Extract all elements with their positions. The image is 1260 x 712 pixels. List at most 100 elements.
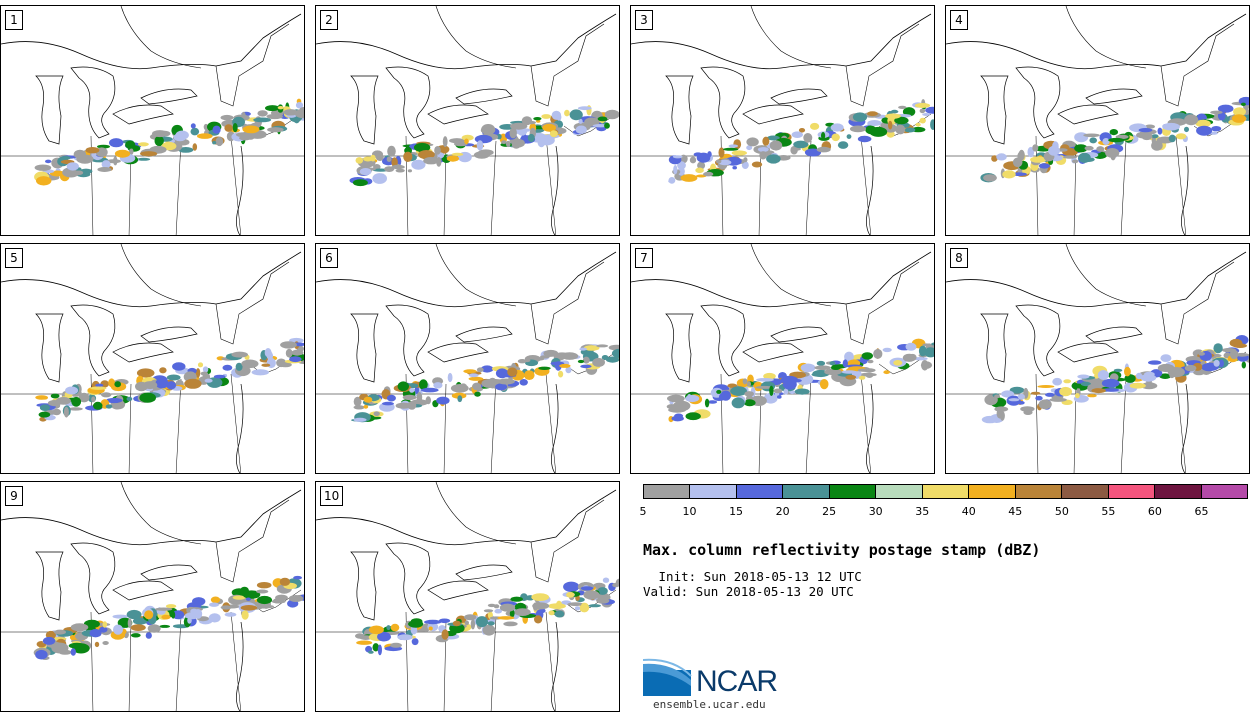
reflectivity-cell [1196, 125, 1213, 136]
reflectivity-cell [202, 366, 209, 373]
reflectivity-cell [416, 392, 423, 403]
reflectivity-cell [577, 106, 592, 111]
reflectivity-cell [1238, 96, 1249, 106]
member-number-label: 1 [5, 10, 23, 30]
reflectivity-cell [542, 123, 557, 132]
reflectivity-cell [125, 140, 136, 149]
reflectivity-cell [386, 156, 392, 162]
reflectivity-cell [481, 124, 496, 135]
reflectivity-cell [531, 593, 550, 601]
reflectivity-cell [703, 171, 714, 177]
reflectivity-cell [42, 636, 56, 645]
reflectivity-cell [602, 577, 610, 583]
reflectivity-cell [464, 614, 477, 621]
reflectivity-cell [419, 379, 428, 390]
reflectivity-cell [395, 168, 405, 173]
reflectivity-cell [407, 169, 412, 173]
colorbar-tick-label: 5 [639, 505, 647, 518]
reflectivity-cell [981, 415, 998, 424]
reflectivity-cell [488, 377, 497, 389]
reflectivity-cell [76, 154, 94, 164]
reflectivity-cell [857, 135, 872, 143]
reflectivity-cell [604, 109, 619, 120]
reflectivity-cell [580, 586, 594, 591]
reflectivity-cell [353, 396, 362, 407]
reflectivity-cell [382, 401, 394, 406]
reflectivity-cell [723, 147, 739, 151]
reflectivity-cell [436, 396, 450, 405]
reflectivity-cell [505, 140, 511, 148]
reflectivity-cell [113, 624, 123, 635]
reflectivity-cell [1217, 104, 1234, 113]
reflectivity-cell [885, 113, 901, 119]
reflectivity-cell [130, 633, 141, 638]
reflectivity-cell [767, 135, 780, 141]
reflectivity-cell [139, 392, 156, 403]
reflectivity-cell [561, 352, 579, 360]
reflectivity-cell [707, 400, 718, 404]
colorbar-swatch [1015, 485, 1063, 498]
reflectivity-cell [1211, 126, 1222, 132]
reflectivity-cell [556, 600, 562, 610]
map-canvas [946, 6, 1249, 235]
reflectivity-cell [114, 381, 121, 388]
reflectivity-cell [159, 624, 171, 628]
reflectivity-cell [1141, 132, 1153, 141]
reflectivity-cell [144, 610, 154, 620]
stamp-panel-2: 2 [315, 5, 620, 236]
reflectivity-cell [105, 404, 113, 409]
colorbar-swatch [1155, 485, 1202, 498]
init-time: Init: Sun 2018-05-13 12 UTC [651, 569, 862, 584]
map-canvas [1, 482, 304, 711]
reflectivity-cell [849, 125, 867, 133]
reflectivity-cell [564, 109, 570, 117]
reflectivity-cell [527, 133, 535, 143]
reflectivity-cell [127, 618, 132, 629]
colorbar-swatch [876, 485, 923, 498]
reflectivity-cell [565, 366, 572, 374]
reflectivity-cell [842, 359, 848, 368]
reflectivity-cell [478, 149, 494, 156]
reflectivity-cell [66, 162, 79, 171]
reflectivity-cell [685, 394, 700, 403]
reflectivity-cell [482, 624, 496, 636]
reflectivity-cell [533, 117, 542, 121]
reflectivity-cell [718, 159, 732, 166]
colorbar-swatch [690, 485, 737, 498]
reflectivity-cell [197, 362, 204, 368]
colorbar-tick-label: 40 [961, 505, 976, 518]
reflectivity-cell [893, 360, 903, 366]
reflectivity-cell [474, 391, 481, 397]
reflectivity-cell [209, 602, 219, 607]
member-number-label: 5 [5, 248, 23, 268]
reflectivity-cell [446, 155, 459, 162]
reflectivity-cell [232, 123, 238, 133]
reflectivity-cell [810, 122, 820, 130]
reflectivity-cell [197, 133, 213, 139]
reflectivity-cell [503, 621, 518, 627]
site-url: ensemble.ucar.edu [653, 698, 766, 711]
reflectivity-cell [746, 145, 753, 151]
reflectivity-cell [390, 623, 400, 632]
colorbar-tick-label: 60 [1147, 505, 1162, 518]
reflectivity-cell [583, 590, 600, 600]
reflectivity-cell [580, 364, 592, 369]
reflectivity-cell [411, 638, 419, 646]
reflectivity-cell [757, 147, 769, 152]
reflectivity-cell [844, 351, 854, 363]
reflectivity-cell [611, 348, 619, 358]
reflectivity-cell [1101, 378, 1120, 388]
colorbar-tick-label: 15 [729, 505, 744, 518]
reflectivity-cell [584, 117, 600, 127]
reflectivity-cell [751, 161, 763, 168]
reflectivity-cell [1175, 133, 1187, 140]
reflectivity-cell [266, 113, 283, 120]
reflectivity-cell [210, 596, 221, 604]
reflectivity-cell [461, 134, 474, 141]
reflectivity-cell [256, 595, 273, 605]
reflectivity-cell [372, 173, 387, 184]
reflectivity-cell [677, 161, 686, 170]
reflectivity-cell [718, 147, 725, 158]
reflectivity-cell [293, 575, 302, 580]
reflectivity-cell [91, 396, 96, 403]
